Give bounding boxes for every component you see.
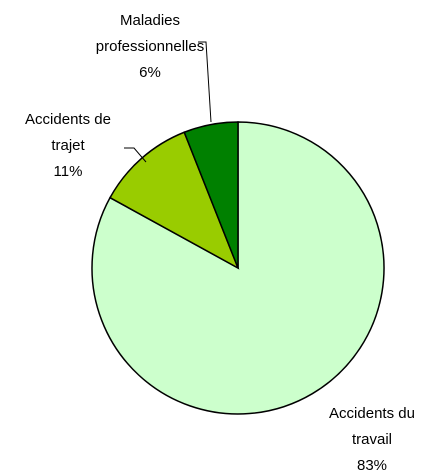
value-label: 11% (53, 163, 83, 180)
leader-line (198, 41, 212, 123)
value-label: 83% (356, 457, 388, 474)
slices (91, 121, 385, 415)
category-label: Accidents de trajet (25, 111, 111, 154)
leader-line (124, 147, 147, 163)
value-label: 6% (139, 64, 161, 81)
category-label: Accidents du travail (329, 405, 415, 448)
category-label: Maladies professionnelles (95, 12, 205, 55)
slice-label: Accidents de trajet 11% (8, 107, 128, 185)
slice-label: Accidents du travail 83% (312, 401, 430, 474)
slice-label: Maladies professionnelles 6% (80, 8, 220, 86)
pie-slice (183, 121, 239, 269)
pie-slice (109, 131, 240, 270)
